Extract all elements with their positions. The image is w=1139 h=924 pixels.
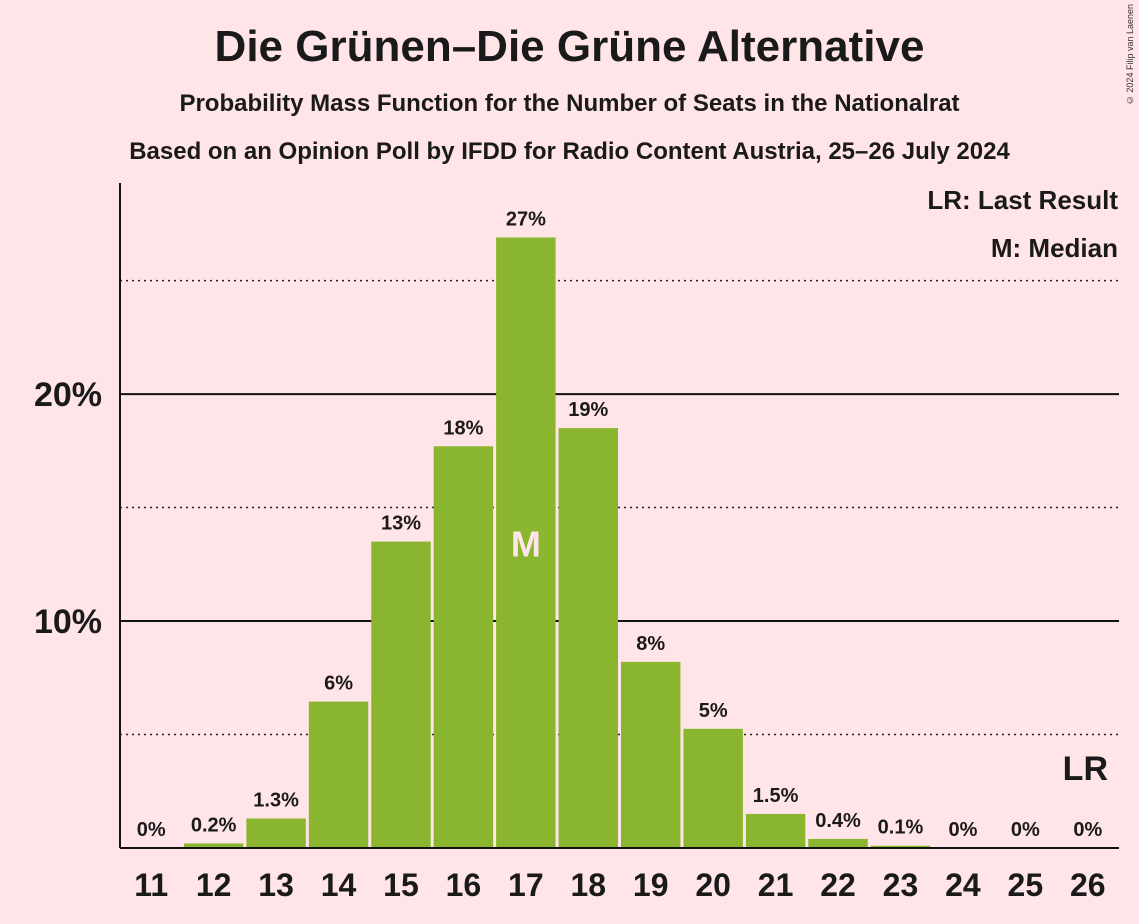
data-label: 0%: [948, 819, 977, 841]
data-label: 18%: [443, 417, 483, 439]
bar-23: [870, 845, 931, 848]
bar-16: [433, 446, 494, 848]
last-result-marker: LR: [1063, 750, 1108, 788]
chart-source-note: Based on an Opinion Poll by IFDD for Rad…: [129, 138, 1010, 165]
data-label: 0%: [1073, 819, 1102, 841]
x-tick-label: 20: [695, 867, 731, 903]
bar-20: [683, 728, 743, 848]
bar-19: [621, 661, 681, 848]
x-tick-label: 22: [820, 867, 856, 903]
x-tick-label: 11: [134, 867, 168, 903]
bar-17: [496, 237, 556, 848]
x-tick-label: 14: [321, 867, 357, 903]
bar-22: [808, 838, 868, 848]
x-tick-label: 15: [383, 867, 419, 903]
data-label: 0.1%: [878, 817, 924, 839]
data-label: 0.4%: [815, 810, 861, 832]
x-tick-label: 18: [570, 867, 606, 903]
chart-subtitle: Probability Mass Function for the Number…: [179, 90, 960, 117]
data-label: 19%: [568, 399, 608, 421]
y-tick-label: 10%: [34, 603, 102, 641]
data-label: 8%: [636, 633, 665, 655]
data-label: 0%: [1011, 819, 1040, 841]
x-tick-label: 13: [258, 867, 294, 903]
data-label: 0.2%: [191, 814, 237, 836]
data-label: 6%: [324, 673, 353, 695]
x-tick-label: 16: [446, 867, 482, 903]
data-label: 27%: [506, 208, 546, 230]
data-label: 0%: [137, 819, 166, 841]
chart-title: Die Grünen–Die Grüne Alternative: [214, 22, 925, 71]
bar-15: [371, 541, 431, 848]
x-tick-label: 21: [758, 867, 794, 903]
x-tick-label: 24: [945, 867, 981, 903]
x-tick-label: 26: [1070, 867, 1106, 903]
x-tick-label: 17: [508, 867, 544, 903]
data-label: 1.3%: [253, 789, 299, 811]
data-label: 13%: [381, 513, 421, 535]
x-tick-label: 23: [883, 867, 919, 903]
data-label: 5%: [699, 700, 728, 722]
bar-12: [183, 843, 244, 848]
legend-median: M: Median: [991, 233, 1118, 263]
x-tick-label: 25: [1008, 867, 1044, 903]
x-tick-label: 12: [196, 867, 232, 903]
y-tick-label: 20%: [34, 376, 102, 414]
bar-13: [246, 818, 306, 848]
median-marker: M: [511, 524, 541, 565]
bar-21: [745, 813, 806, 848]
bar-14: [308, 701, 369, 848]
data-label: 1.5%: [753, 785, 799, 807]
legend-last-result: LR: Last Result: [927, 185, 1118, 215]
bar-18: [558, 428, 618, 848]
x-tick-label: 19: [633, 867, 669, 903]
